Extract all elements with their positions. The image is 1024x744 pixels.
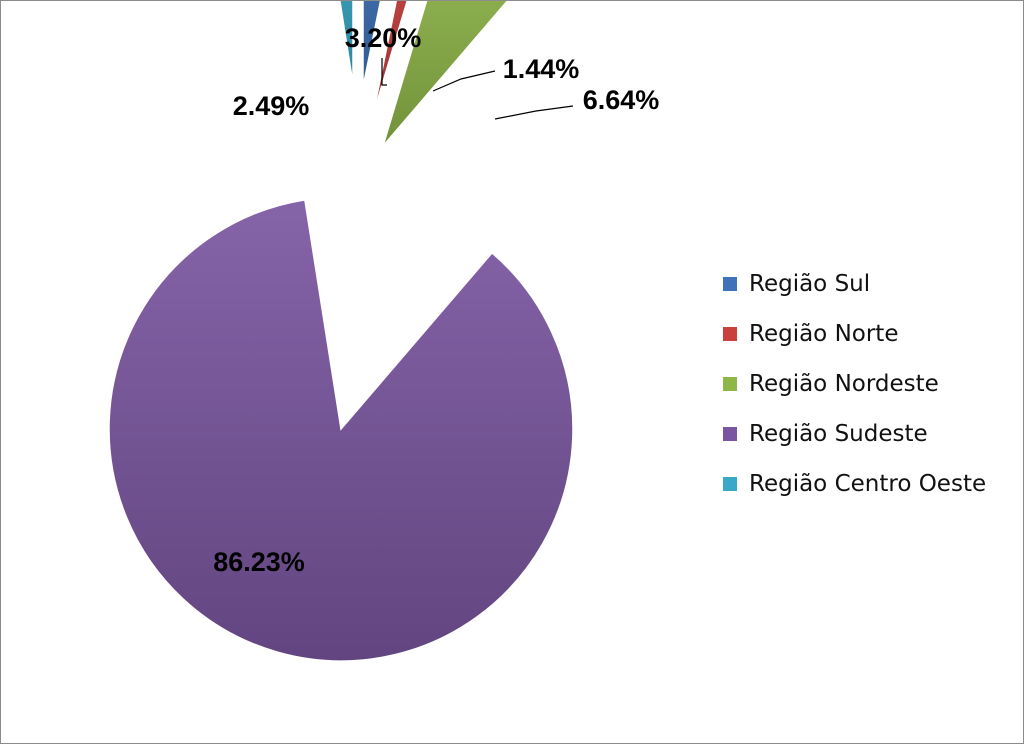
legend-label-nordeste: Região Nordeste xyxy=(749,371,939,397)
leader-line-sul xyxy=(381,58,387,86)
leader-line-norte xyxy=(432,70,496,92)
legend-swatch-sudeste xyxy=(723,427,737,441)
legend: Região Sul Região Norte Região Nordeste … xyxy=(723,259,1013,509)
legend-item-sudeste: Região Sudeste xyxy=(723,409,1013,459)
pie-slices xyxy=(108,1,574,662)
leader-line-nordeste xyxy=(494,105,574,120)
legend-label-centro-oeste: Região Centro Oeste xyxy=(749,471,987,497)
legend-item-centro-oeste: Região Centro Oeste xyxy=(723,459,1013,509)
data-label-sul: 3.20% xyxy=(345,23,422,53)
pie-slice-sudeste xyxy=(108,198,574,662)
legend-swatch-centro-oeste xyxy=(723,477,737,491)
pie-slice-sul xyxy=(362,1,382,88)
data-label-centro-oeste: 2.49% xyxy=(233,91,310,121)
legend-label-norte: Região Norte xyxy=(749,321,899,347)
data-label-sudeste: 86.23% xyxy=(213,547,305,577)
legend-item-norte: Região Norte xyxy=(723,309,1013,359)
legend-item-nordeste: Região Nordeste xyxy=(723,359,1013,409)
legend-item-sul: Região Sul xyxy=(723,259,1013,309)
data-label-nordeste: 6.64% xyxy=(583,85,660,115)
pie-slice-nordeste xyxy=(382,1,509,147)
data-label-norte: 1.44% xyxy=(503,54,580,84)
legend-swatch-sul xyxy=(723,277,737,291)
legend-label-sudeste: Região Sudeste xyxy=(749,421,928,447)
pie-slice-norte xyxy=(372,1,408,116)
legend-swatch-nordeste xyxy=(723,377,737,391)
leader-lines xyxy=(381,58,574,120)
legend-label-sul: Região Sul xyxy=(749,271,871,297)
data-labels: 3.20% 1.44%6.64% 86.23% 2.49% xyxy=(213,23,659,577)
pie-slice-centro-oeste xyxy=(339,1,354,85)
legend-swatch-norte xyxy=(723,327,737,341)
